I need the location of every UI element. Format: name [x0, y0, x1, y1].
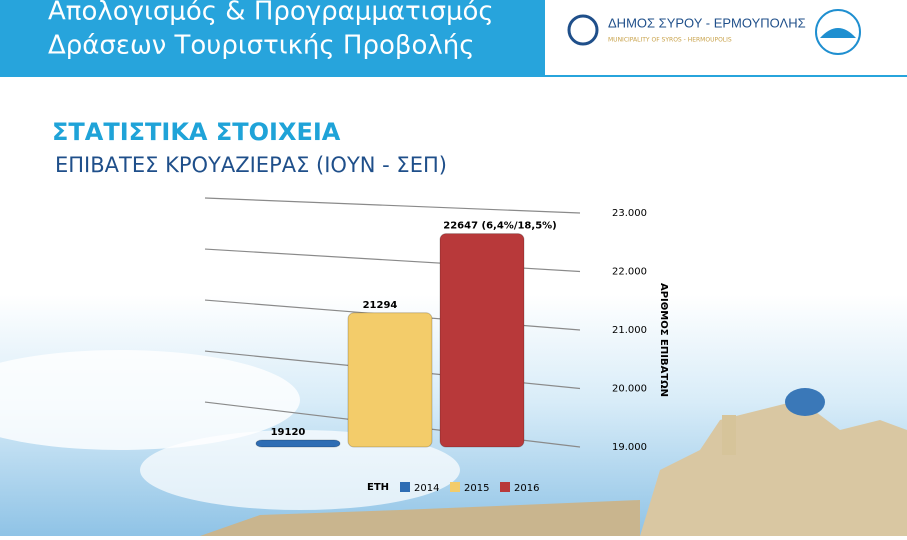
legend-swatch [500, 482, 510, 492]
town [640, 400, 907, 536]
tower [722, 415, 736, 455]
y-tick-label: 21.000 [612, 325, 647, 336]
y-axis-label: ΑΡΙΘΜΟΣ ΕΠΙΒΑΤΩΝ [658, 283, 669, 397]
y-tick-label: 22.000 [612, 267, 647, 278]
legend-title: ΕΤΗ [367, 482, 389, 493]
cloud [140, 430, 460, 510]
town [200, 500, 640, 536]
bar [439, 233, 525, 448]
bar [347, 312, 433, 448]
legend-swatch [450, 482, 460, 492]
legend-label: 2014 [414, 483, 439, 494]
logo-subtitle: MUNICIPALITY OF SYROS - HERMOUPOLIS [608, 37, 732, 44]
data-label: 19120 [271, 427, 306, 438]
logo-icon [567, 14, 599, 46]
y-tick-label: 23.000 [612, 208, 647, 219]
chart-subtitle: ΕΠΙΒΑΤΕΣ ΚΡΟΥΑΖΙΕΡΑΣ (ΙΟΥΝ - ΣΕΠ) [55, 153, 447, 177]
legend-label: 2016 [514, 483, 539, 494]
logo-name: ΔΗΜΟΣ ΣΥΡΟΥ - ΕΡΜΟΥΠΟΛΗΣ [608, 15, 806, 30]
dome [785, 388, 825, 416]
cloud [0, 350, 300, 450]
header-title: Απολογισμός & Προγραμματισμός [48, 0, 494, 27]
data-label: 22647 (6,4%/18,5%) [443, 221, 557, 232]
y-tick-label: 20.000 [612, 384, 647, 395]
header-band [0, 0, 545, 76]
chart-title: ΣΤΑΤΙΣΤΙΚΑ ΣΤΟΙΧΕΙΑ [52, 118, 341, 146]
y-tick-label: 19.000 [612, 442, 647, 453]
legend-label: 2015 [464, 483, 489, 494]
data-label: 21294 [363, 300, 398, 311]
header-title: Δράσεων Τουριστικής Προβολής [48, 31, 475, 61]
legend-swatch [400, 482, 410, 492]
logo-badge-wave [820, 28, 856, 38]
grid-line [204, 197, 581, 214]
bar [255, 439, 341, 448]
